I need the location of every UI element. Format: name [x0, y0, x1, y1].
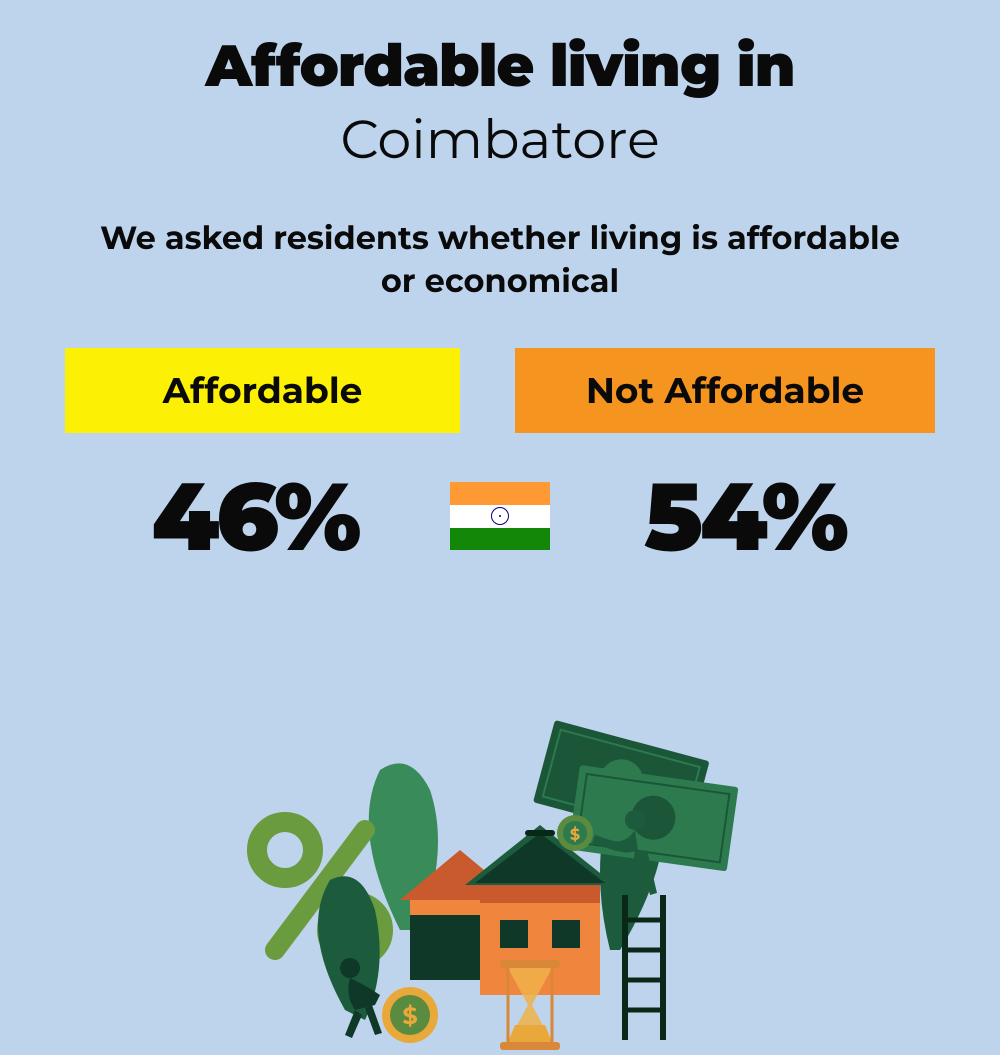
- money-bill-icon: [568, 765, 738, 871]
- badges-row: Affordable Not Affordable: [0, 348, 1000, 433]
- flag-stripe-green: [450, 528, 550, 551]
- title-line1: Affordable living in: [0, 30, 1000, 101]
- flag-stripe-white: [450, 505, 550, 528]
- badge-not-affordable: Not Affordable: [515, 348, 935, 433]
- subtitle: We asked residents whether living is aff…: [0, 217, 1000, 303]
- percent-not-affordable: 54%: [565, 458, 925, 574]
- chakra-icon: [491, 507, 509, 525]
- percent-row: 46% 54%: [0, 458, 1000, 574]
- flag-stripe-orange: [450, 482, 550, 505]
- india-flag-icon: [450, 482, 550, 550]
- svg-text:$: $: [402, 1002, 417, 1031]
- svg-text:$: $: [570, 826, 580, 845]
- hourglass-icon: [500, 960, 560, 1050]
- title-line2: Coimbatore: [0, 106, 1000, 172]
- percent-affordable: 46%: [75, 458, 435, 574]
- title-block: Affordable living in Coimbatore: [0, 0, 1000, 172]
- badge-affordable: Affordable: [65, 348, 460, 433]
- housing-finance-illustration: $ $: [200, 650, 800, 1050]
